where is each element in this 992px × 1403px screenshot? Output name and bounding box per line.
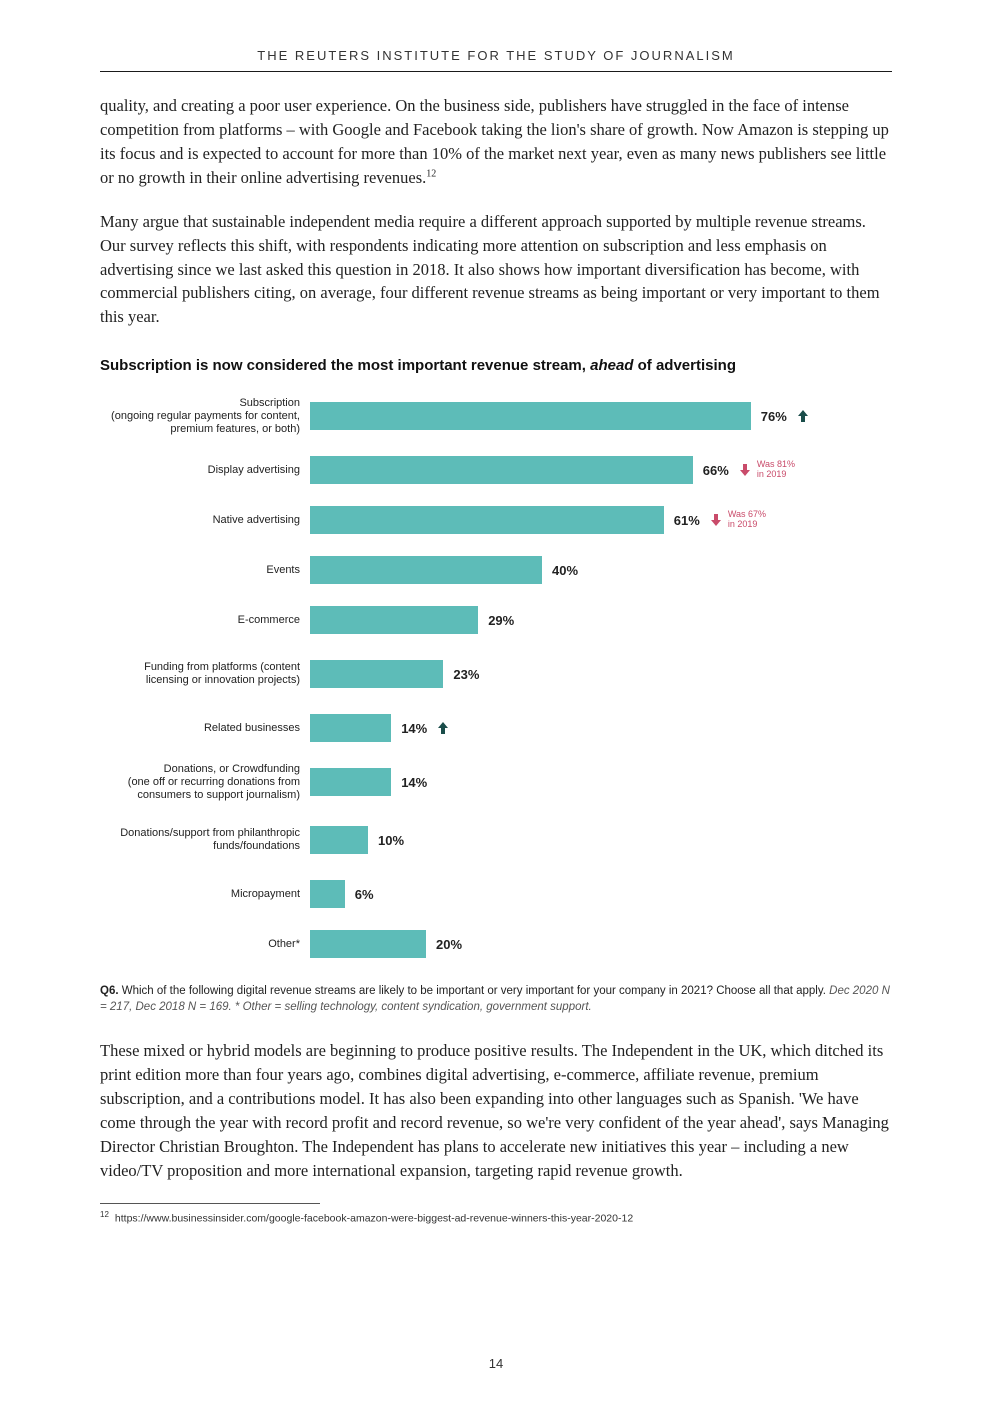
bar-row: Funding from platforms (content licensin… (100, 650, 892, 698)
bar-row: Donations, or Crowdfunding(one off or re… (100, 758, 892, 806)
bar-label: Donations/support from philanthropic fun… (100, 827, 310, 853)
bar-track: 23% (310, 650, 892, 698)
arrow-up-icon (795, 408, 811, 424)
bar-fill (310, 606, 478, 634)
bar-track: 14% (310, 708, 892, 748)
revenue-chart: Subscription(ongoing regular payments fo… (100, 392, 892, 964)
bar-track: 66% Was 81%in 2019 (310, 450, 892, 490)
bar-label: E-commerce (100, 614, 310, 627)
bar-label: Native advertising (100, 514, 310, 527)
footnote-text: https://www.businessinsider.com/google-f… (115, 1212, 633, 1224)
bar-row: Subscription(ongoing regular payments fo… (100, 392, 892, 440)
bar-value: 6% (355, 887, 374, 902)
arrow-up-icon (435, 720, 451, 736)
bar-value: 76% (761, 409, 787, 424)
bar-row: Donations/support from philanthropic fun… (100, 816, 892, 864)
bar-value: 29% (488, 613, 514, 628)
bar-value: 14% (401, 775, 427, 790)
bar-fill (310, 714, 391, 742)
paragraph-3: These mixed or hybrid models are beginni… (100, 1039, 892, 1183)
bar-row: Display advertising 66% Was 81%in 2019 (100, 450, 892, 490)
bar-row: Micropayment 6% (100, 874, 892, 914)
bar-label: Events (100, 564, 310, 577)
bar-label: Related businesses (100, 722, 310, 735)
bar-label: Subscription(ongoing regular payments fo… (100, 397, 310, 437)
bar-track: 76% (310, 392, 892, 440)
bar-label: Donations, or Crowdfunding(one off or re… (100, 763, 310, 803)
bar-value: 40% (552, 563, 578, 578)
paragraph-1-sup: 12 (426, 168, 436, 179)
bar-badge: Was 67%in 2019 (728, 510, 766, 530)
bar-track: 29% (310, 600, 892, 640)
bar-track: 6% (310, 874, 892, 914)
bar-track: 20% (310, 924, 892, 964)
footnote-rule (100, 1203, 320, 1204)
arrow-down-icon (737, 462, 753, 478)
bar-fill (310, 556, 542, 584)
chart-title-em: ahead (590, 357, 633, 374)
bar-value: 10% (378, 833, 404, 848)
bar-fill (310, 880, 345, 908)
bar-track: 10% (310, 816, 892, 864)
bar-fill (310, 660, 443, 688)
bar-track: 61% Was 67%in 2019 (310, 500, 892, 540)
bar-row: Related businesses 14% (100, 708, 892, 748)
header-institute: THE REUTERS INSTITUTE FOR THE STUDY OF J… (100, 48, 892, 71)
bar-label: Micropayment (100, 888, 310, 901)
chart-title: Subscription is now considered the most … (100, 357, 892, 374)
bar-value: 20% (436, 937, 462, 952)
page-number: 14 (0, 1356, 992, 1371)
arrow-down-icon (708, 512, 724, 528)
bar-row: Native advertising 61% Was 67%in 2019 (100, 500, 892, 540)
bar-label: Display advertising (100, 464, 310, 477)
chart-footnote-text: Which of the following digital revenue s… (119, 985, 830, 997)
bar-row: E-commerce 29% (100, 600, 892, 640)
header-rule (100, 71, 892, 72)
chart-title-pre: Subscription is now considered the most … (100, 357, 590, 374)
bar-fill (310, 402, 751, 430)
bar-value: 23% (453, 667, 479, 682)
chart-footnote-bold: Q6. (100, 985, 119, 997)
bar-fill (310, 826, 368, 854)
paragraph-2: Many argue that sustainable independent … (100, 210, 892, 330)
footnote-number: 12 (100, 1210, 109, 1219)
bar-label: Other* (100, 938, 310, 951)
bar-fill (310, 456, 693, 484)
paragraph-1: quality, and creating a poor user experi… (100, 94, 892, 190)
bar-row: Events 40% (100, 550, 892, 590)
bar-fill (310, 768, 391, 796)
bar-label: Funding from platforms (content licensin… (100, 661, 310, 687)
footnote-line: 12 https://www.businessinsider.com/google… (100, 1210, 892, 1225)
chart-title-post: of advertising (633, 357, 736, 374)
chart-footnote: Q6. Which of the following digital reven… (100, 984, 892, 1015)
bar-value: 66% (703, 463, 729, 478)
bar-fill (310, 930, 426, 958)
bar-badge: Was 81%in 2019 (757, 460, 795, 480)
bar-fill (310, 506, 664, 534)
bar-value: 61% (674, 513, 700, 528)
bar-value: 14% (401, 721, 427, 736)
paragraph-1-text: quality, and creating a poor user experi… (100, 96, 889, 187)
bar-track: 14% (310, 758, 892, 806)
bar-track: 40% (310, 550, 892, 590)
bar-row: Other* 20% (100, 924, 892, 964)
